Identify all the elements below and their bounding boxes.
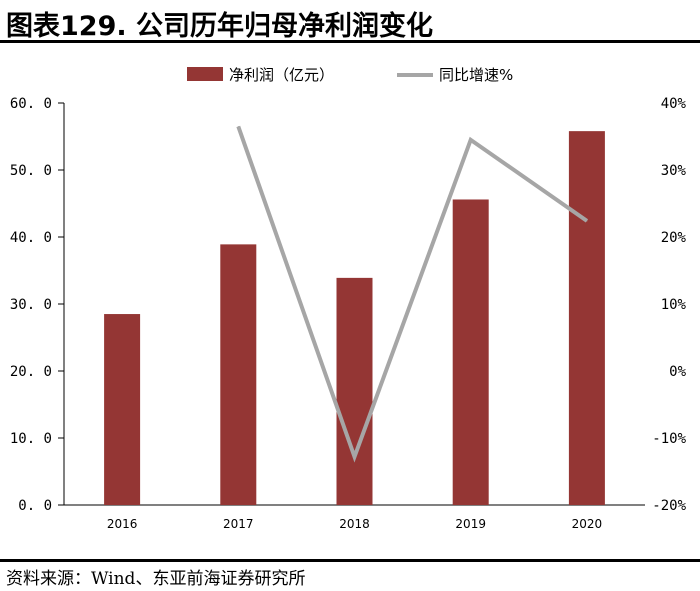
right-axis-ticks: -20% -10% 0% 10% 20% 30% 40% <box>652 96 686 514</box>
right-tick-label: -20% <box>652 498 686 514</box>
right-tick-label: 10% <box>661 297 687 313</box>
x-tick-label: 2016 <box>107 517 138 531</box>
bar-2017 <box>220 244 257 505</box>
x-tick-label: 2018 <box>339 517 370 531</box>
left-tick-label: 50. 0 <box>10 163 52 179</box>
x-tick-label: 2019 <box>455 517 486 531</box>
left-tick-label: 60. 0 <box>10 96 52 112</box>
growth-line <box>236 125 589 463</box>
growth-point-2017 <box>237 125 239 127</box>
legend-bar-swatch <box>187 67 223 81</box>
growth-point-2018 <box>354 456 355 458</box>
left-axis-ticks: 0. 0 10. 0 20. 0 30. 0 40. 0 50. 0 60. 0 <box>10 96 64 514</box>
x-axis-ticks: 2016 2017 2018 2019 2020 <box>107 517 602 531</box>
left-tick-label: 10. 0 <box>10 431 52 447</box>
bottom-divider <box>0 559 700 562</box>
left-tick-label: 30. 0 <box>10 297 52 313</box>
x-tick-label: 2017 <box>223 517 254 531</box>
source-note: 资料来源：Wind、东亚前海证券研究所 <box>6 569 306 589</box>
right-tick-label: 30% <box>661 163 687 179</box>
left-tick-label: 40. 0 <box>10 230 52 246</box>
growth-point-2020 <box>586 220 588 222</box>
bar-2018 <box>336 277 373 505</box>
growth-line-series <box>236 125 589 463</box>
chart-title: 图表129. 公司历年归母净利润变化 <box>6 11 434 42</box>
legend-bar-label: 净利润（亿元） <box>229 66 334 84</box>
left-tick-label: 20. 0 <box>10 364 52 380</box>
legend: 净利润（亿元） 同比增速% <box>187 66 513 84</box>
bar-2020 <box>568 131 605 505</box>
bar-2016 <box>104 314 141 505</box>
left-tick-label: 0. 0 <box>18 498 52 514</box>
bar-series <box>104 131 605 506</box>
right-tick-label: -10% <box>652 431 686 447</box>
right-tick-label: 0% <box>669 364 686 380</box>
x-tick-label: 2020 <box>572 517 603 531</box>
bar-2019 <box>452 199 489 506</box>
right-tick-label: 40% <box>661 96 687 112</box>
top-divider <box>0 40 700 43</box>
right-tick-label: 20% <box>661 230 687 246</box>
legend-line-label: 同比增速% <box>439 66 513 84</box>
growth-point-2019 <box>470 139 472 141</box>
